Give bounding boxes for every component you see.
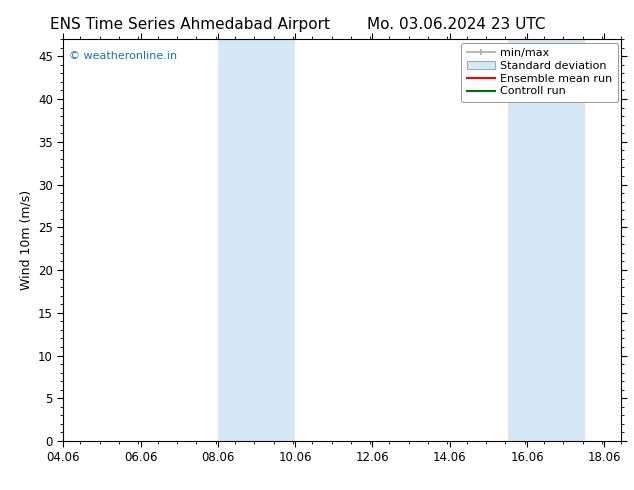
Bar [508, 39, 585, 441]
Text: Mo. 03.06.2024 23 UTC: Mo. 03.06.2024 23 UTC [367, 17, 546, 32]
Y-axis label: Wind 10m (m/s): Wind 10m (m/s) [20, 190, 32, 290]
Text: © weatheronline.in: © weatheronline.in [69, 51, 177, 61]
Bar [218, 39, 295, 441]
Text: ENS Time Series Ahmedabad Airport: ENS Time Series Ahmedabad Airport [50, 17, 330, 32]
Legend: min/max, Standard deviation, Ensemble mean run, Controll run: min/max, Standard deviation, Ensemble me… [462, 43, 618, 102]
